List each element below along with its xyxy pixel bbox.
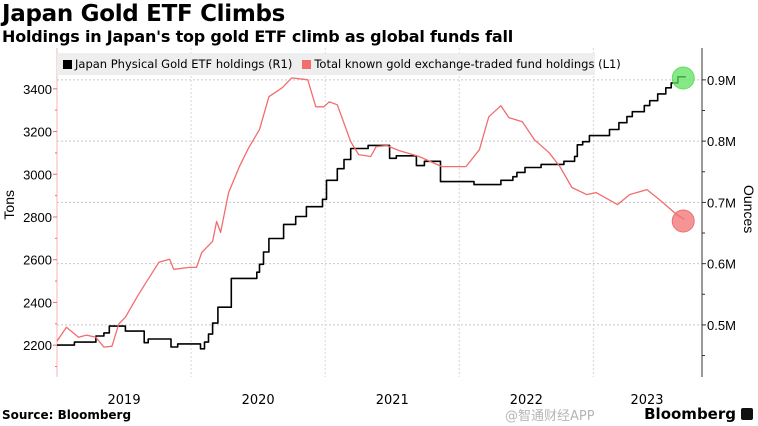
chart-subtitle: Holdings in Japan's top gold ETF climb a… xyxy=(2,27,514,46)
y-left-tick-label: 3200 xyxy=(23,125,52,140)
legend-item-total-etf[interactable]: Total known gold exchange-traded fund ho… xyxy=(302,57,621,71)
bloomberg-logo: Bloomberg xyxy=(644,405,736,423)
legend: Japan Physical Gold ETF holdings (R1) To… xyxy=(57,53,621,75)
y-left-tick-label: 3000 xyxy=(23,167,52,182)
legend-item-japan-etf[interactable]: Japan Physical Gold ETF holdings (R1) xyxy=(63,57,292,71)
x-tick-label: 2020 xyxy=(242,393,275,408)
bloomberg-terminal-icon xyxy=(741,408,753,420)
x-tick-label: 2019 xyxy=(108,393,141,408)
legend-label: Total known gold exchange-traded fund ho… xyxy=(314,57,621,71)
y-left-tick-label: 2800 xyxy=(23,210,52,225)
legend-swatch-red xyxy=(302,60,312,69)
latest-marker-red xyxy=(671,209,695,233)
series-line-japan-etf xyxy=(57,76,686,350)
latest-marker-green xyxy=(671,66,695,90)
y-right-tick-label: 0.8M xyxy=(707,134,736,149)
x-tick-label: 2022 xyxy=(510,393,543,408)
x-tick-label: 2023 xyxy=(630,393,663,408)
chart-title: Japan Gold ETF Climbs xyxy=(2,1,286,27)
y-right-tick-label: 0.5M xyxy=(707,318,736,333)
y-left-tick-label: 3400 xyxy=(23,82,52,97)
source-note: Source: Bloomberg xyxy=(2,408,132,422)
legend-label: Japan Physical Gold ETF holdings (R1) xyxy=(75,57,293,71)
series-line-total-etf xyxy=(56,77,685,348)
y-left-tick-label: 2600 xyxy=(23,253,52,268)
y-left-tick-label: 2200 xyxy=(23,338,52,353)
y-left-tick-label: 2400 xyxy=(23,295,52,310)
y-axis-left-title: Tons xyxy=(1,190,17,220)
legend-swatch-black xyxy=(63,60,72,69)
y-right-tick-label: 0.7M xyxy=(707,195,736,210)
y-axis-right-title: Ounces xyxy=(741,185,757,234)
y-right-tick-label: 0.6M xyxy=(707,257,736,272)
x-tick-label: 2021 xyxy=(376,393,409,408)
y-right-tick-label: 0.9M xyxy=(707,73,736,88)
watermark: @智通财经APP xyxy=(505,409,595,424)
